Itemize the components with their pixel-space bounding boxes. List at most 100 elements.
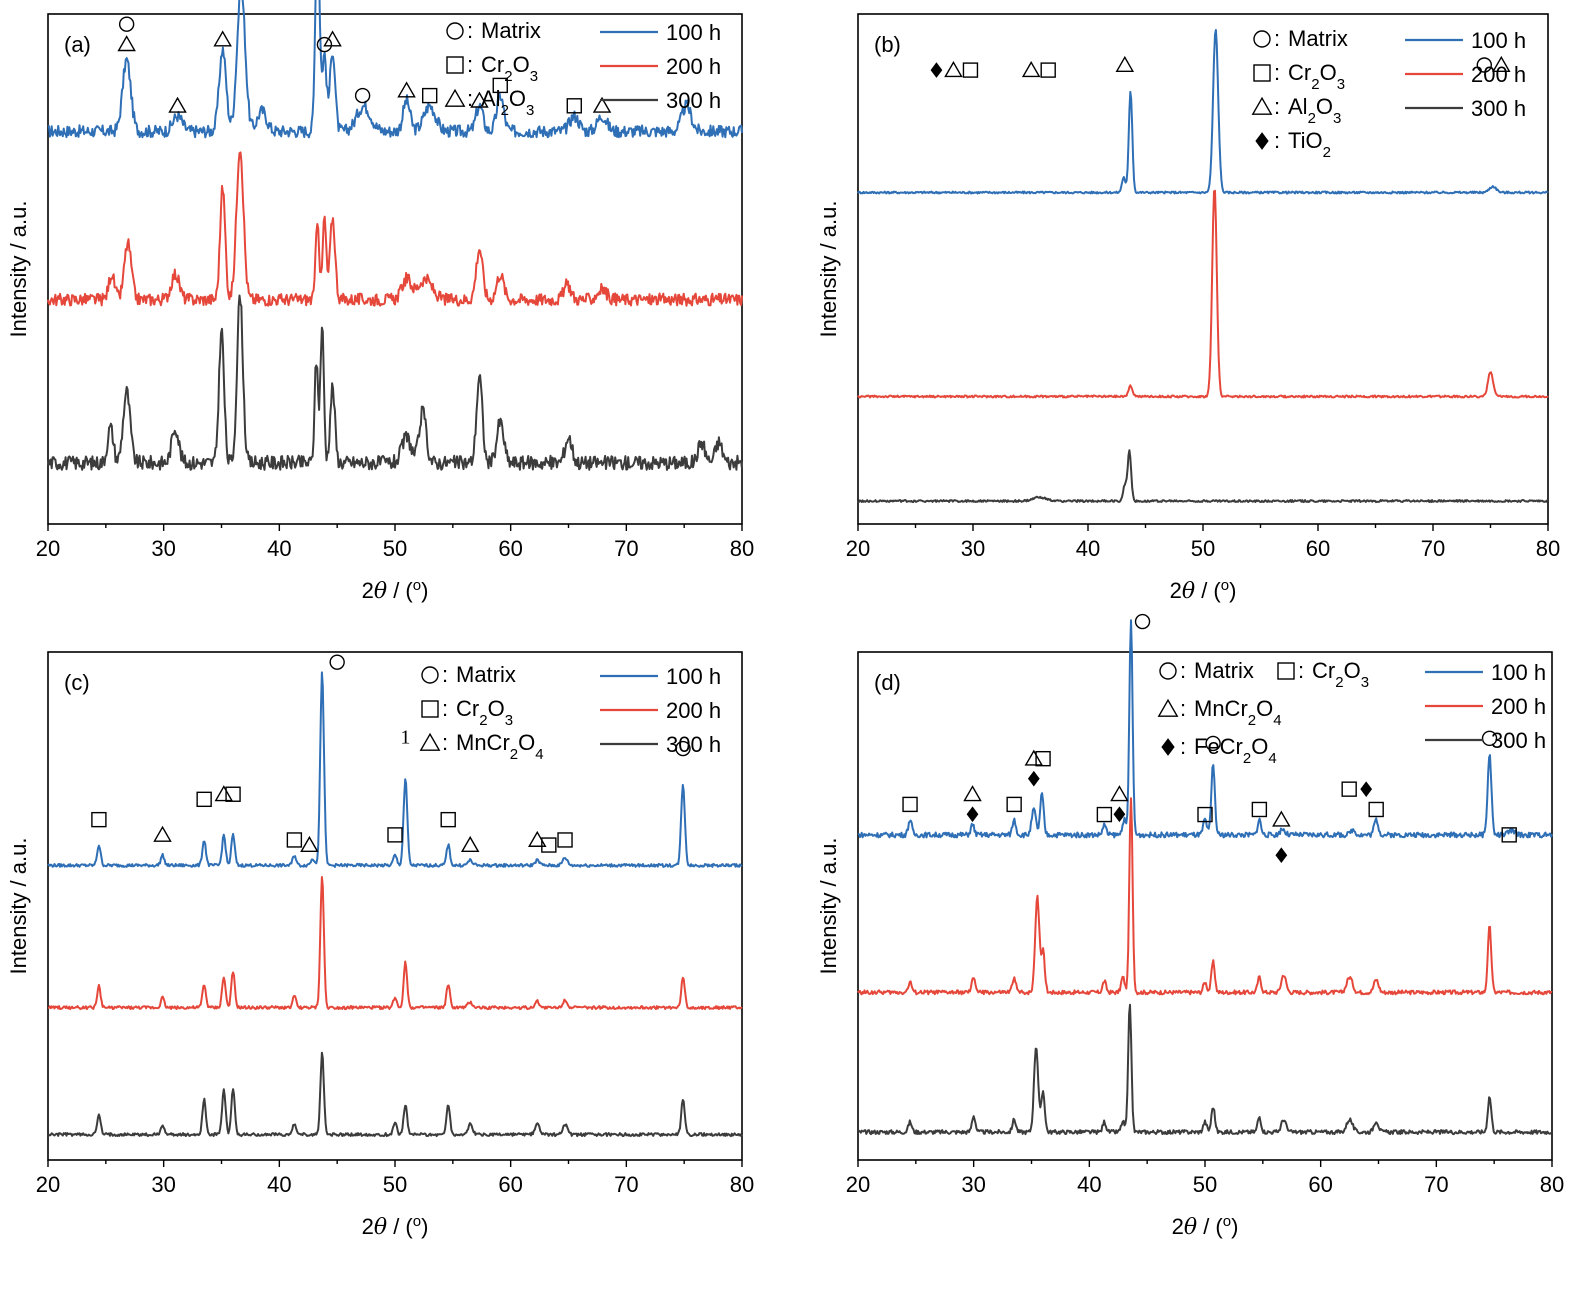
plot-frame xyxy=(47,651,743,1161)
legend-series-label: 200 h xyxy=(666,698,721,723)
x-tick-label: 70 xyxy=(1421,536,1445,561)
cr2o3-marker xyxy=(962,62,979,78)
triangle-marker xyxy=(300,835,319,853)
legend-colon: : xyxy=(1180,658,1186,683)
legend-phase-label: Matrix xyxy=(481,18,541,43)
x-axis-title: 2θ / (o) xyxy=(1170,577,1237,605)
legend-colon: : xyxy=(467,86,473,111)
triangle-marker xyxy=(117,35,136,52)
x-axis-title: 2θ / (o) xyxy=(362,577,429,605)
series-300h-line xyxy=(47,294,743,471)
diamond-marker xyxy=(966,806,979,823)
legend-phase-label: Matrix xyxy=(1194,658,1254,683)
series-100h-line xyxy=(47,0,743,139)
legend-series-label: 100 h xyxy=(666,20,721,45)
x-axis-title: 2θ / (o) xyxy=(362,1213,429,1241)
legend-phase-label: MnCr2O4 xyxy=(1194,696,1282,729)
legend-colon: : xyxy=(1274,60,1280,85)
y-axis-title: Intensity / a.u. xyxy=(6,838,31,975)
triangle-marker xyxy=(214,785,234,802)
x-tick-label: 60 xyxy=(1308,1172,1332,1197)
y-axis-title: Intensity / a.u. xyxy=(6,201,31,338)
triangle-marker xyxy=(168,96,187,113)
legend-series-label: 200 h xyxy=(1471,62,1526,87)
cr2o3-marker xyxy=(1035,750,1051,767)
legend-phase-label: MnCr2O4 xyxy=(456,730,544,763)
triangle-marker xyxy=(1251,96,1273,115)
x-tick-label: 60 xyxy=(498,1172,522,1197)
legend-phase-label: FeCr2O4 xyxy=(1194,734,1277,767)
diamond-marker xyxy=(1275,847,1288,864)
x-tick-label: 20 xyxy=(846,1172,870,1197)
x-tick-label: 60 xyxy=(498,536,522,561)
matrix-marker xyxy=(446,22,464,40)
cr2o3-marker xyxy=(196,791,212,808)
triangle-marker xyxy=(528,830,547,847)
cr2o3-marker xyxy=(1096,806,1113,823)
legend-series-label: 300 h xyxy=(1471,96,1526,121)
legend-colon: : xyxy=(1274,26,1280,51)
legend-colon: : xyxy=(467,52,473,77)
cr2o3-marker xyxy=(492,77,508,94)
x-tick-label: 30 xyxy=(961,1172,985,1197)
legend-series-label: 100 h xyxy=(1491,660,1546,685)
matrix-marker xyxy=(1481,730,1498,747)
legend-colon: : xyxy=(442,696,448,721)
plot-frame xyxy=(857,13,1549,525)
legend-phase-label: Matrix xyxy=(456,662,516,687)
cr2o3-marker xyxy=(1501,827,1517,843)
x-axis-title: 2θ / (o) xyxy=(1172,1213,1239,1241)
x-tick-label: 20 xyxy=(36,1172,60,1197)
cr2o3-marker xyxy=(225,786,241,802)
series-300h-line xyxy=(857,449,1549,504)
triangle-marker xyxy=(213,30,232,47)
x-tick-label: 70 xyxy=(1424,1172,1448,1197)
legend-series-label: 100 h xyxy=(666,664,721,689)
panel-b: 20 30 40 50 60 70 80 2θ / (o) Intensity / a.u. (b… xyxy=(816,13,1560,605)
x-tick-label: 80 xyxy=(730,1172,754,1197)
x-tick-label: 30 xyxy=(961,536,985,561)
legend-phase-label: Matrix xyxy=(1288,26,1348,51)
triangle-marker xyxy=(1492,55,1511,73)
panel-label: (c) xyxy=(64,670,90,695)
x-tick-label: 80 xyxy=(730,536,754,561)
legend-colon: : xyxy=(1180,696,1186,721)
matrix-marker xyxy=(329,654,345,670)
matrix-marker xyxy=(1476,57,1493,73)
cr2o3-marker xyxy=(1341,781,1357,797)
triangle-marker xyxy=(444,88,466,107)
panel-c: 20 30 40 50 60 70 80 2θ / (o) Intensity / a.u. (c… xyxy=(6,651,754,1241)
cr2o3-marker xyxy=(541,837,557,853)
legend-phase-label: TiO2 xyxy=(1288,128,1331,161)
cr2o3-marker xyxy=(440,811,456,828)
x-tick-label: 20 xyxy=(36,536,60,561)
cr2o3-marker xyxy=(91,811,107,828)
triangle-marker xyxy=(1157,698,1179,717)
x-tick-label: 30 xyxy=(151,1172,175,1197)
triangle-marker xyxy=(470,91,489,108)
triangle-marker xyxy=(460,835,480,853)
series-200h-line xyxy=(47,876,743,1011)
legend-series-label: 100 h xyxy=(1471,28,1526,53)
cr2o3-marker xyxy=(1251,801,1268,818)
x-tick-label: 80 xyxy=(1536,536,1560,561)
series-100h-line xyxy=(857,29,1549,195)
legend-colon: : xyxy=(1180,734,1186,759)
triangle-marker xyxy=(419,732,441,751)
matrix-marker xyxy=(1159,662,1177,680)
cr2o3-marker xyxy=(1277,662,1295,680)
panel-label: (a) xyxy=(64,32,91,57)
legend-series-label: 300 h xyxy=(666,732,721,757)
legend-colon: : xyxy=(1274,94,1280,119)
cr2o3-marker xyxy=(421,700,439,718)
matrix-marker xyxy=(316,36,333,53)
x-tick-label: 50 xyxy=(1191,536,1215,561)
x-tick-label: 30 xyxy=(151,536,175,561)
triangle-marker xyxy=(1024,749,1044,766)
plot-frame xyxy=(857,651,1553,1161)
x-tick-label: 70 xyxy=(614,536,638,561)
cr2o3-marker xyxy=(387,827,403,843)
x-tick-label: 40 xyxy=(267,1172,291,1197)
peak-text-label: 1 xyxy=(400,726,410,748)
